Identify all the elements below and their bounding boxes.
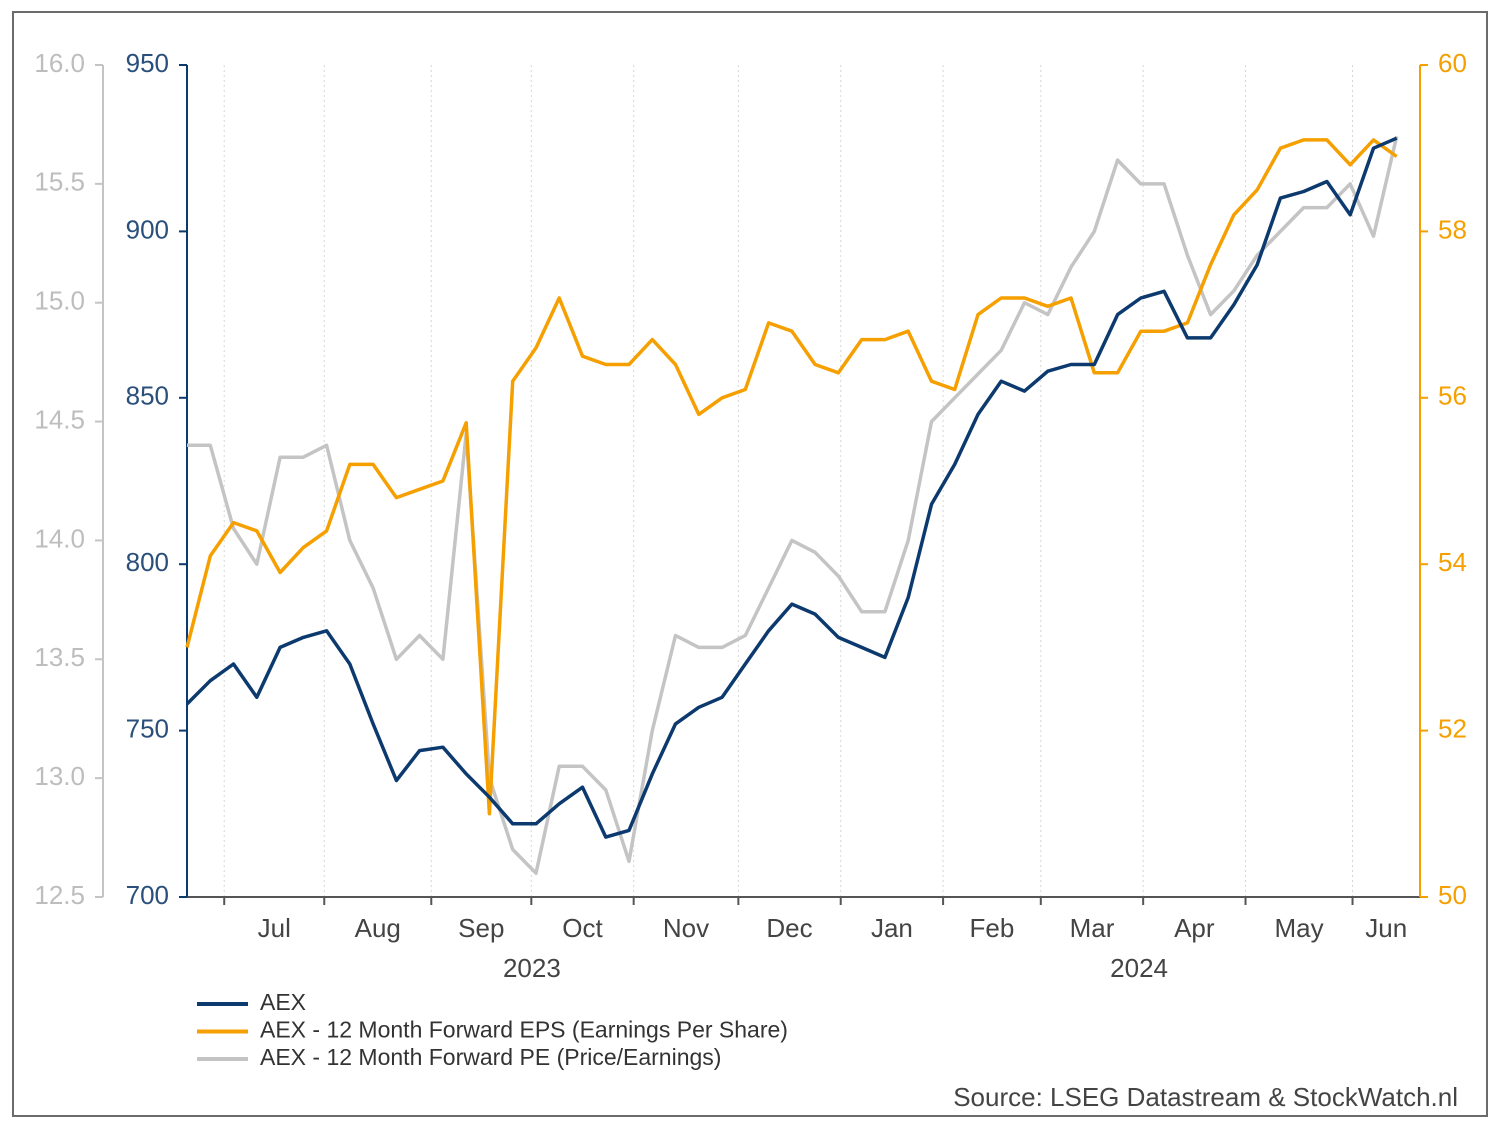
y-tick-label: 950 [126,48,169,78]
y-tick-label: 800 [126,547,169,577]
y-tick-label: 750 [126,713,169,743]
y-tick-label: 14.0 [34,523,85,553]
y-tick-label: 60 [1438,48,1467,78]
x-tick-label: Jan [871,913,913,943]
y-tick-label: 14.5 [34,404,85,434]
y-tick-label: 15.0 [34,286,85,316]
x-tick-label: Jul [258,913,291,943]
x-tick-label: Oct [562,913,603,943]
x-tick-label: Feb [970,913,1015,943]
x-tick-label: May [1274,913,1323,943]
x-tick-label: Sep [458,913,504,943]
x-tick-label: Jun [1365,913,1407,943]
source: Source: LSEG Datastream & StockWatch.nl [953,1082,1458,1112]
x-tick-label: Nov [663,913,709,943]
y-tick-label: 56 [1438,381,1467,411]
legend-label: AEX - 12 Month Forward EPS (Earnings Per… [260,1017,788,1043]
y-tick-label: 58 [1438,214,1467,244]
y-tick-label: 12.5 [34,880,85,910]
y-tick-label: 50 [1438,880,1467,910]
x-tick-label: Dec [766,913,812,943]
y-tick-label: 900 [126,214,169,244]
y-tick-label: 16.0 [34,48,85,78]
x-tick-label: Aug [355,913,401,943]
legend-label: AEX - 12 Month Forward PE (Price/Earning… [260,1044,721,1070]
y-tick-label: 700 [126,880,169,910]
y-tick-label: 13.5 [34,642,85,672]
series-line [187,135,1399,875]
series-line [185,138,1398,816]
x-tick-label: Apr [1174,913,1215,943]
y-tick-label: 54 [1438,547,1467,577]
y-tick-label: 52 [1438,713,1467,743]
y-tick-label: 850 [126,381,169,411]
year-label: 2023 [503,953,561,983]
legend-label: AEX [260,989,306,1015]
frame [12,11,1488,1117]
series-line [185,136,1398,839]
x-tick-label: Mar [1070,913,1115,943]
y-tick-label: 13.0 [34,761,85,791]
y-tick-label: 15.5 [34,167,85,197]
year-label: 2024 [1110,953,1168,983]
